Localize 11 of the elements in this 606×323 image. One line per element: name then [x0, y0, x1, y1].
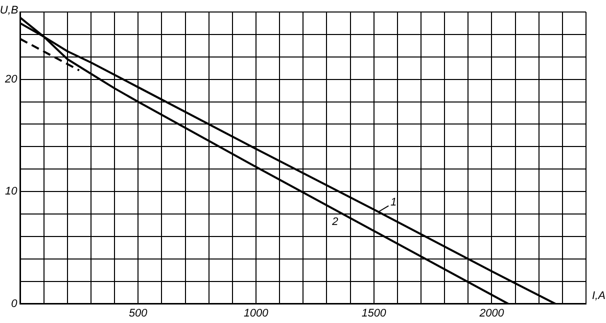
x-tick-label: 500	[128, 307, 148, 320]
y-axis-title: U,B	[0, 4, 18, 17]
x-tick-label: 2000	[478, 307, 505, 320]
annotation: 1	[390, 196, 397, 208]
annotation: 2	[331, 216, 338, 228]
x-tick-label: 1000	[244, 307, 270, 320]
y-tick-label: 0	[11, 298, 18, 310]
y-tick-label: 10	[4, 186, 18, 198]
x-tick-label: 1500	[362, 307, 387, 320]
y-tick-label: 20	[4, 73, 18, 86]
x-axis-title: I,A	[592, 290, 606, 302]
